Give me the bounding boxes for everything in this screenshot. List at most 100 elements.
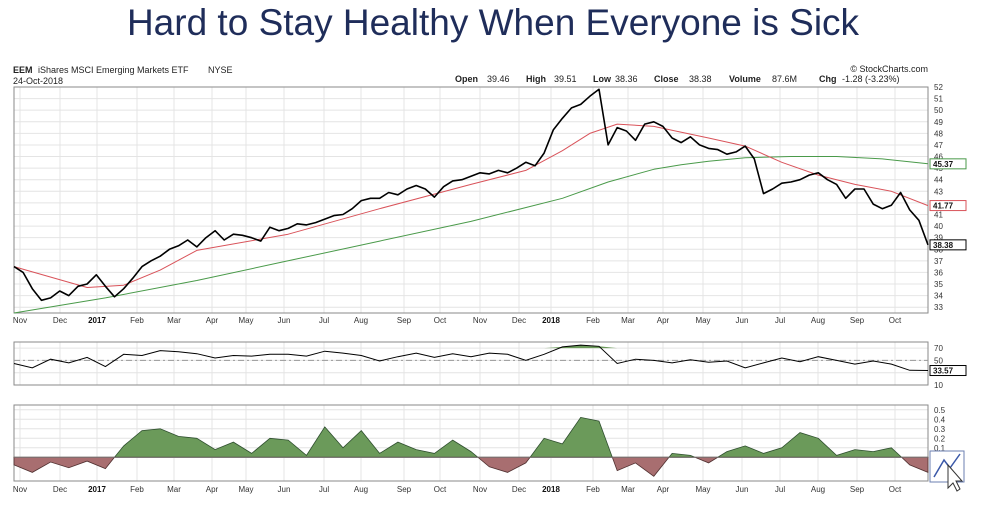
macd-x-label: May	[238, 485, 253, 494]
rsi-line	[13, 344, 929, 371]
price-x-label: Sep	[397, 316, 412, 325]
high-label: High	[526, 74, 546, 84]
close-label: Close	[654, 74, 679, 84]
price-y-tick-label: 44	[934, 176, 943, 185]
macd-x-label: Apr	[657, 485, 670, 494]
macd-frame	[13, 404, 929, 482]
macd-x-label: Jul	[775, 485, 785, 494]
macd-x-label: Nov	[473, 485, 487, 494]
macd-x-label: Sep	[850, 485, 865, 494]
chart-date: 24-Oct-2018	[13, 76, 63, 86]
close-value: 38.38	[689, 74, 712, 84]
rsi-y-tick-label: 10	[934, 381, 943, 390]
price-x-label: Jul	[319, 316, 329, 325]
macd-x-label: Dec	[53, 485, 67, 494]
macd-panel: 0.00.10.20.30.40.5NovDec2017FebMarAprMay…	[13, 404, 946, 494]
price-x-label: Nov	[13, 316, 27, 325]
price-x-label: Oct	[889, 316, 902, 325]
chg-label: Chg	[819, 74, 837, 84]
price-y-tick-label: 51	[934, 95, 943, 104]
open-label: Open	[455, 74, 478, 84]
price-y-tick-label: 36	[934, 268, 943, 277]
stock-chart: EEM iShares MSCI Emerging Markets ETF NY…	[13, 64, 967, 494]
price-x-label: Jul	[775, 316, 785, 325]
price-x-label: 2017	[88, 316, 106, 325]
price-x-label: Jun	[278, 316, 291, 325]
price-last-label: 38.38	[933, 241, 954, 250]
price-y-tick-label: 34	[934, 292, 943, 301]
macd-y-tick-label: 0.3	[934, 425, 946, 434]
ma200-line	[13, 156, 929, 314]
rsi-last-label: 33.57	[933, 367, 954, 376]
price-x-label: Aug	[354, 316, 368, 325]
price-y-tick-label: 39	[934, 234, 943, 243]
price-x-label: Oct	[434, 316, 447, 325]
chart-name: iShares MSCI Emerging Markets ETF	[38, 65, 189, 75]
price-y-tick-label: 47	[934, 141, 943, 150]
low-label: Low	[593, 74, 612, 84]
chart-symbol: EEM	[13, 65, 33, 75]
price-y-tick-label: 52	[934, 83, 943, 92]
price-y-tick-label: 49	[934, 118, 943, 127]
price-x-label: Jun	[736, 316, 749, 325]
macd-x-label: Sep	[397, 485, 412, 494]
price-x-label: Apr	[206, 316, 219, 325]
price-y-tick-label: 35	[934, 280, 943, 289]
macd-y-tick-label: 0.1	[934, 444, 946, 453]
price-x-label: Aug	[811, 316, 825, 325]
macd-x-label: Mar	[621, 485, 635, 494]
price-y-tick-label: 41	[934, 210, 943, 219]
macd-x-label: Apr	[206, 485, 219, 494]
volume-label: Volume	[729, 74, 761, 84]
price-y-tick-label: 40	[934, 222, 943, 231]
macd-y-tick-label: 0.2	[934, 434, 946, 443]
price-y-tick-label: 33	[934, 303, 943, 312]
macd-y-tick-label: 0.5	[934, 406, 946, 415]
price-panel: 3334353637383940414243444546474849505152…	[13, 83, 967, 325]
price-x-label: Apr	[657, 316, 670, 325]
price-y-tick-label: 50	[934, 106, 943, 115]
price-background	[14, 87, 928, 313]
high-value: 39.51	[554, 74, 577, 84]
price-x-label: May	[238, 316, 253, 325]
rsi-y-tick-label: 70	[934, 344, 943, 353]
chart-zoom-icon[interactable]	[929, 450, 965, 492]
macd-x-label: Oct	[434, 485, 447, 494]
macd-x-label: Jun	[278, 485, 291, 494]
low-value: 38.36	[615, 74, 638, 84]
macd-x-label: Jul	[319, 485, 329, 494]
macd-x-label: Jun	[736, 485, 749, 494]
chg-value: -1.28 (-3.23%)	[842, 74, 900, 84]
price-x-label: 2018	[542, 316, 560, 325]
price-y-tick-label: 46	[934, 153, 943, 162]
macd-x-label: Feb	[586, 485, 600, 494]
price-x-label: May	[695, 316, 710, 325]
price-x-label: Nov	[473, 316, 487, 325]
macd-x-label: Mar	[167, 485, 181, 494]
macd-x-label: Nov	[13, 485, 27, 494]
rsi-background	[14, 342, 928, 385]
price-x-label: Dec	[53, 316, 67, 325]
price-line	[13, 88, 929, 302]
price-x-label: Dec	[512, 316, 526, 325]
price-x-label: Mar	[167, 316, 181, 325]
rsi-last-label-box	[929, 365, 967, 377]
price-x-label: Feb	[586, 316, 600, 325]
macd-x-label: 2018	[542, 485, 560, 494]
rsi-panel: 1030507033.57	[13, 341, 967, 390]
price-x-label: Mar	[621, 316, 635, 325]
ma50-last-label: 41.77	[933, 202, 954, 211]
macd-x-label: Dec	[512, 485, 526, 494]
macd-x-label: 2017	[88, 485, 106, 494]
price-x-label: Feb	[130, 316, 144, 325]
ma200-last-label-box	[929, 158, 967, 170]
price-y-tick-label: 37	[934, 257, 943, 266]
price-y-tick-label: 48	[934, 129, 943, 138]
price-last-label-box	[929, 239, 967, 251]
price-x-label: Sep	[850, 316, 865, 325]
macd-x-label: Aug	[354, 485, 368, 494]
volume-value: 87.6M	[772, 74, 797, 84]
ma50-line	[13, 123, 929, 288]
ma200-last-label: 45.37	[933, 160, 954, 169]
macd-x-label: May	[695, 485, 710, 494]
